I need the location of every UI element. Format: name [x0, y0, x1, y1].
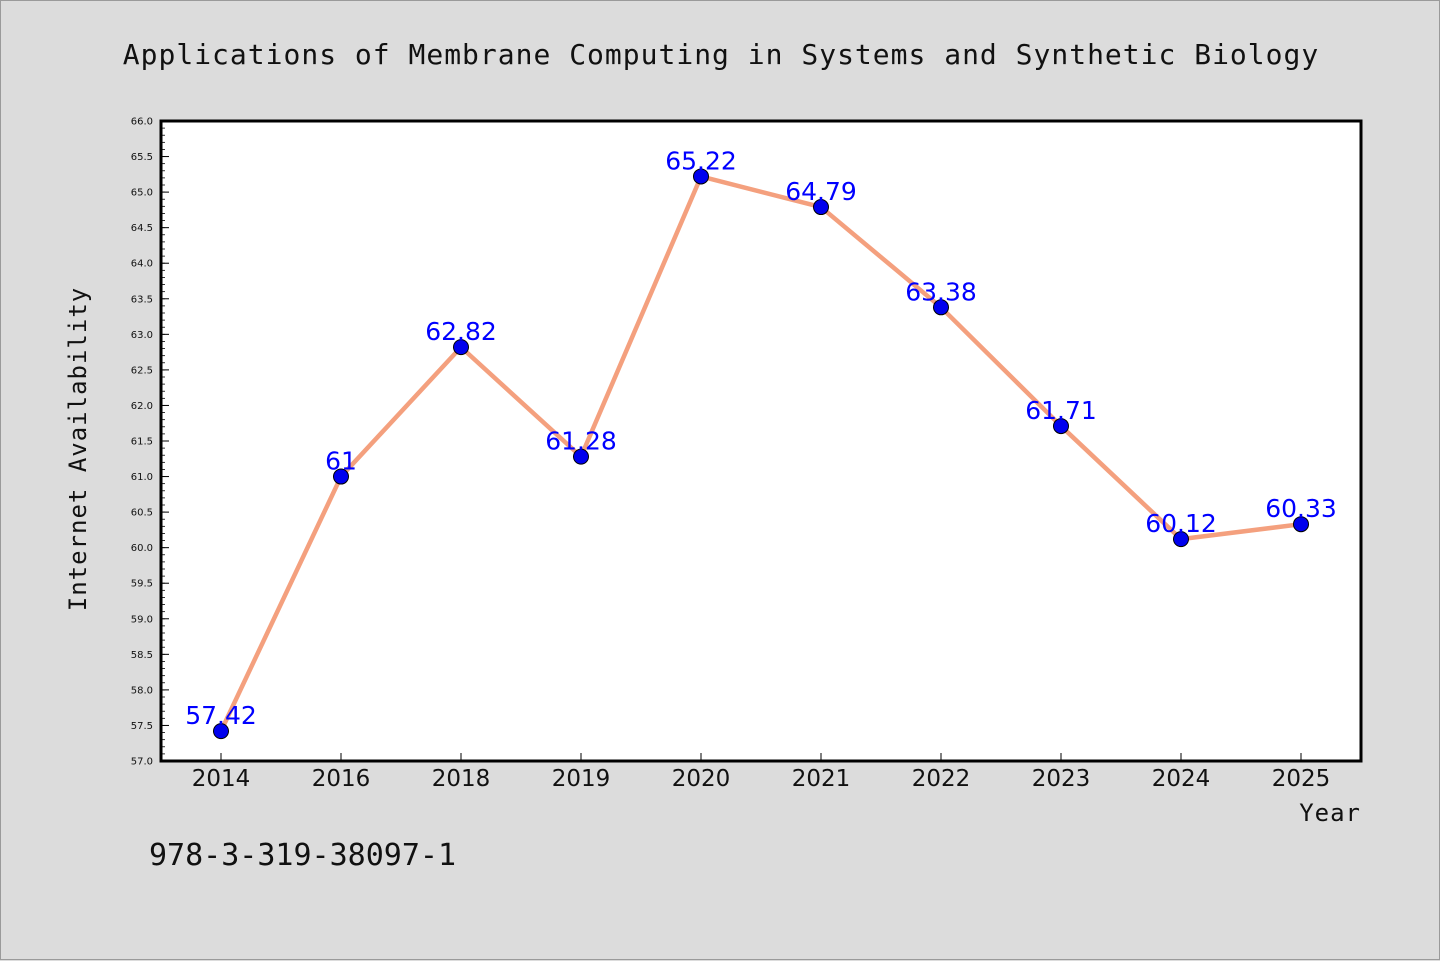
data-point [1293, 516, 1309, 533]
data-label: 61.71 [1025, 396, 1097, 425]
y-tick-label: 58.5 [131, 650, 153, 661]
data-label: 60.12 [1145, 509, 1217, 538]
y-tick-label: 59.5 [131, 579, 153, 590]
x-tick-label: 2020 [672, 766, 731, 792]
data-label: 60.33 [1265, 494, 1337, 523]
x-tick-label: 2024 [1152, 766, 1211, 792]
x-tick-label: 2016 [312, 766, 371, 792]
data-point [213, 723, 229, 740]
y-tick-label: 59.0 [131, 614, 153, 625]
data-label: 61 [325, 447, 357, 476]
x-tick-label: 2019 [552, 766, 611, 792]
y-tick-label: 65.5 [131, 152, 153, 163]
y-tick-label: 61.0 [131, 472, 153, 483]
y-tick-label: 65.0 [131, 188, 153, 199]
y-tick-label: 62.5 [131, 365, 153, 376]
y-tick-label: 64.5 [131, 223, 153, 234]
data-point [813, 199, 829, 216]
y-tick-label: 57.0 [131, 757, 153, 768]
x-tick-label: 2018 [432, 766, 491, 792]
y-tick-label: 57.5 [131, 721, 153, 732]
plot-area [161, 121, 1361, 761]
x-tick-label: 2014 [192, 766, 251, 792]
data-point [1173, 531, 1189, 548]
data-point [693, 168, 709, 185]
x-axis-label: Year [1299, 799, 1361, 827]
y-tick-label: 64.0 [131, 259, 153, 270]
data-label: 62.82 [425, 317, 497, 346]
y-tick-label: 60.5 [131, 508, 153, 519]
x-tick-label: 2022 [912, 766, 971, 792]
y-tick-label: 63.5 [131, 294, 153, 305]
data-label: 64.79 [785, 177, 857, 206]
data-label: 61.28 [545, 427, 617, 456]
series-line-group [218, 174, 1304, 734]
x-axis-ticks: 2014 2016 2018 2019 2020 2021 2022 2023 2024 2025 [192, 753, 1331, 792]
data-point [933, 299, 949, 316]
data-label: 63.38 [905, 277, 977, 306]
data-point [1053, 418, 1069, 435]
y-tick-label: 60.0 [131, 543, 153, 554]
data-labels: 57.42 61 62.82 61.28 65.22 64.79 63.38 61.71 60.… [185, 146, 1337, 730]
plot-border [159, 119, 1363, 763]
data-label: 57.42 [185, 701, 257, 730]
data-point [453, 339, 469, 356]
y-tick-label: 62.0 [131, 401, 153, 412]
series-line [218, 174, 1304, 734]
data-point [333, 468, 349, 485]
y-tick-label: 63.0 [131, 330, 153, 341]
y-axis-label: Internet Availability [64, 287, 92, 611]
y-tick-label: 66.0 [131, 117, 153, 128]
x-tick-label: 2023 [1032, 766, 1091, 792]
data-point [573, 448, 589, 465]
x-tick-label: 2021 [792, 766, 851, 792]
footnote: 978-3-319-38097-1 [149, 838, 456, 873]
series-markers [213, 168, 1309, 740]
y-tick-label: 58.0 [131, 685, 153, 696]
y-tick-label: 61.5 [131, 437, 153, 448]
data-label: 65.22 [665, 146, 737, 175]
chart-title: Applications of Membrane Computing in Sy… [123, 38, 1319, 71]
x-tick-label: 2025 [1272, 766, 1331, 792]
